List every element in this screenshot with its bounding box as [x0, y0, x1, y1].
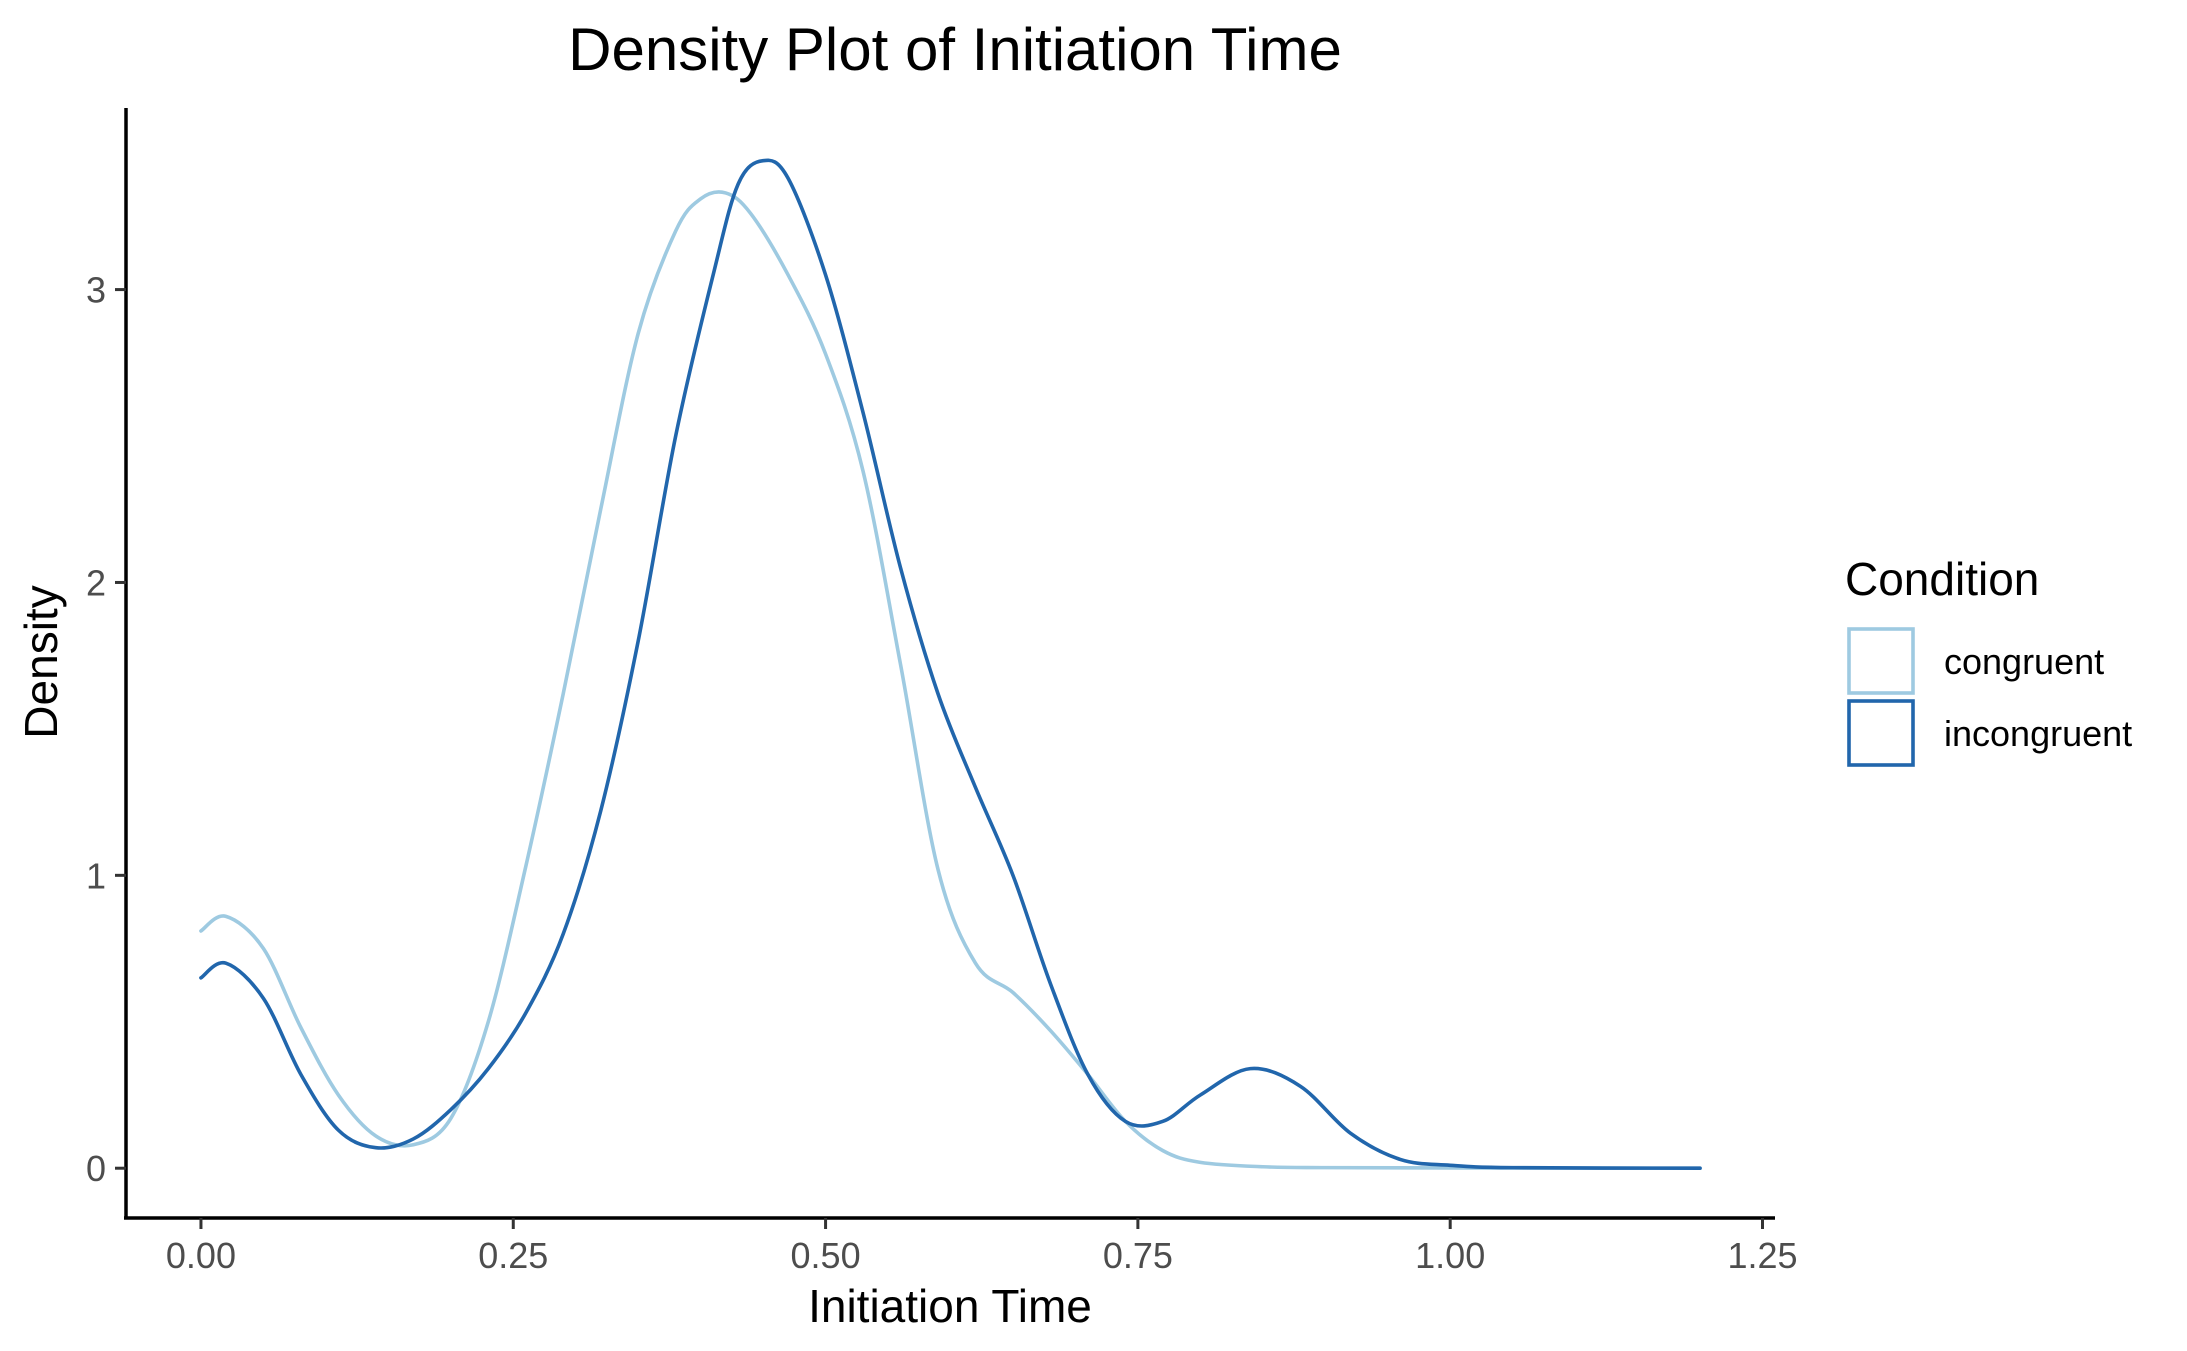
y-axis-title: Density — [15, 585, 67, 738]
series-layer — [199, 158, 1702, 1171]
legend-key-incongruent — [1847, 699, 1915, 767]
x-tick-label: 0.50 — [791, 1235, 861, 1276]
x-tick-label: 0.25 — [478, 1235, 548, 1276]
y-tick-label: 1 — [86, 855, 106, 896]
series-line-incongruent — [199, 158, 1702, 1171]
x-axis-title: Initiation Time — [808, 1280, 1092, 1332]
y-tick-label: 0 — [86, 1148, 106, 1189]
legend-entries: congruent incongruent — [1847, 627, 2132, 767]
x-axis-ticks: 0.00 0.25 0.50 0.75 1.00 1.25 — [166, 1218, 1798, 1276]
series-line-congruent — [199, 190, 1702, 1171]
y-tick-label: 3 — [86, 270, 106, 311]
legend-label-incongruent: incongruent — [1944, 713, 2132, 754]
x-tick-label: 0.00 — [166, 1235, 236, 1276]
y-tick-label: 2 — [86, 562, 106, 603]
legend: Condition congruent incongruent — [1845, 553, 2132, 767]
legend-label-congruent: congruent — [1944, 641, 2104, 682]
y-axis-ticks: 0 1 2 3 — [86, 270, 126, 1189]
legend-title: Condition — [1845, 553, 2039, 605]
x-tick-label: 1.00 — [1415, 1235, 1485, 1276]
legend-key-congruent — [1847, 627, 1915, 695]
chart-title: Density Plot of Initiation Time — [568, 16, 1342, 83]
x-tick-label: 1.25 — [1727, 1235, 1797, 1276]
x-tick-label: 0.75 — [1103, 1235, 1173, 1276]
plot-area: 0.00 0.25 0.50 0.75 1.00 1.25 0 1 2 3 — [86, 108, 1798, 1276]
